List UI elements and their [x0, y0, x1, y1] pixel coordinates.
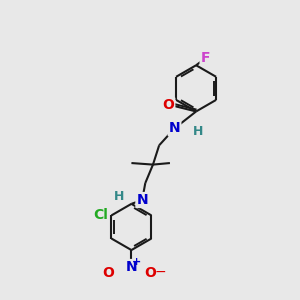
Text: O: O: [145, 266, 157, 280]
Text: −: −: [154, 265, 166, 279]
Text: H: H: [114, 190, 124, 203]
Text: N: N: [126, 260, 137, 274]
Text: N: N: [169, 122, 180, 135]
Text: O: O: [102, 266, 114, 280]
Text: Cl: Cl: [93, 208, 108, 222]
Text: +: +: [131, 257, 141, 267]
Text: N: N: [136, 193, 148, 207]
Text: H: H: [193, 125, 203, 138]
Text: O: O: [162, 98, 174, 112]
Text: F: F: [201, 51, 210, 64]
